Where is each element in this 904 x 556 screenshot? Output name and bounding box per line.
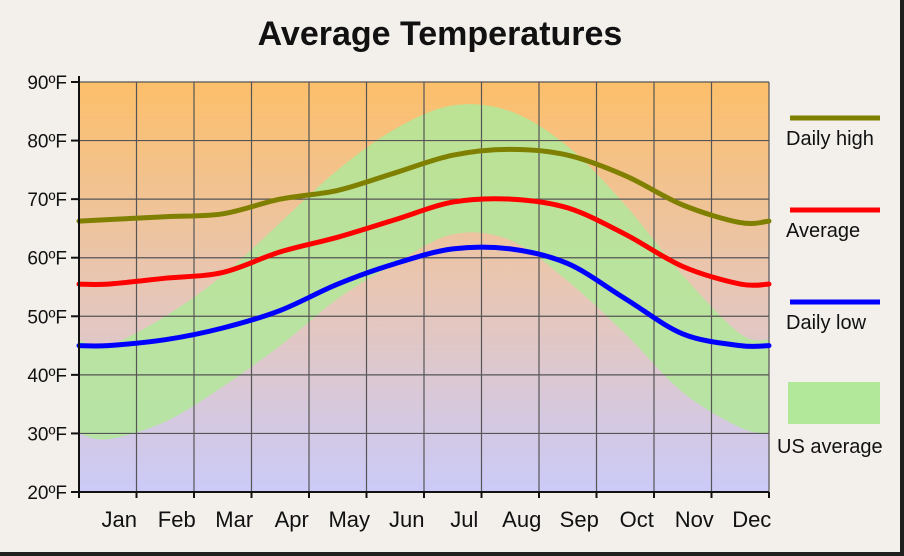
y-tick-label: 70ºF	[27, 190, 67, 211]
legend-label-us-average: US average	[777, 436, 883, 458]
x-tick-label: Jun	[389, 507, 424, 532]
legend-label-daily-low: Daily low	[786, 312, 867, 334]
x-tick-label: Mar	[215, 507, 253, 532]
series-lines	[76, 146, 772, 349]
x-tick-label: Oct	[620, 507, 654, 532]
y-tick-label: 90ºF	[27, 73, 67, 94]
chart-title: Average Temperatures	[258, 15, 623, 53]
x-tick-labels: Jan Feb Mar Apr May Jun Jul Aug Sep Oct Nov Dec	[102, 507, 772, 532]
x-tick-label: Jan	[102, 507, 137, 532]
y-tick-label: 60ºF	[27, 249, 67, 270]
series-line-daily-low	[76, 244, 772, 349]
legend-swatch-us-average	[788, 382, 880, 424]
x-tick-label: Nov	[675, 507, 714, 532]
x-tick-label: Jul	[450, 507, 478, 532]
y-tick-label: 30ºF	[27, 424, 67, 445]
legend: Daily high Average Daily low US average	[777, 115, 883, 458]
x-tick-label: Dec	[732, 507, 771, 532]
y-tick-label: 20ºF	[27, 483, 67, 504]
y-tick-labels: 20ºF 30ºF 40ºF 50ºF 60ºF 70ºF 80ºF 90ºF	[27, 73, 67, 504]
x-tick-label: Apr	[275, 507, 309, 532]
x-tick-label: May	[328, 507, 370, 532]
x-tick-label: Aug	[502, 507, 541, 532]
legend-label-average: Average	[786, 220, 860, 242]
y-tick-label: 80ºF	[27, 132, 67, 153]
x-tick-label: Feb	[158, 507, 196, 532]
axes	[71, 76, 770, 498]
y-tick-label: 50ºF	[27, 307, 67, 328]
x-tick-label: Sep	[560, 507, 599, 532]
legend-label-daily-high: Daily high	[786, 128, 874, 150]
y-tick-label: 40ºF	[27, 366, 67, 387]
series-line-average	[76, 196, 772, 288]
series-line-daily-high	[76, 146, 772, 227]
